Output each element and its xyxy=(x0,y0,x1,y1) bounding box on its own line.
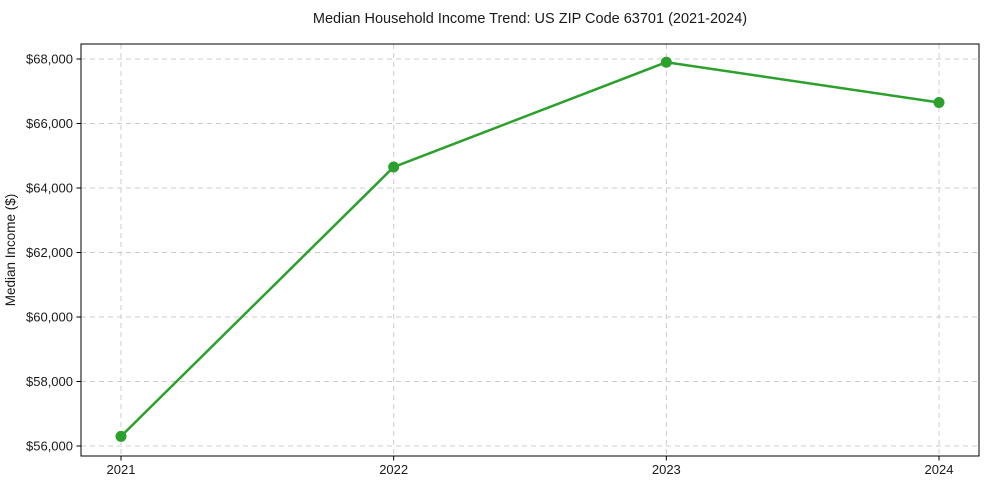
y-tick-label: $68,000 xyxy=(26,51,73,66)
trend-line-series xyxy=(115,56,945,442)
y-tick-label: $66,000 xyxy=(26,116,73,131)
x-tick-label: 2022 xyxy=(379,462,408,477)
chart-title: Median Household Income Trend: US ZIP Co… xyxy=(313,11,747,27)
data-point-2024 xyxy=(933,97,945,109)
plot-border xyxy=(80,43,980,457)
trend-line xyxy=(119,60,941,438)
x-tick-label: 2024 xyxy=(925,462,954,477)
axes: $56,000 $58,000 $60,000 $62,000 $64,000 $66,0… xyxy=(26,43,980,477)
y-tick-label: $58,000 xyxy=(26,374,73,389)
y-tick-label: $56,000 xyxy=(26,439,73,454)
data-point-2022 xyxy=(388,161,400,173)
y-tick-label: $62,000 xyxy=(26,245,73,260)
y-axis-label: Median Income ($) xyxy=(3,194,18,307)
y-tick-label: $60,000 xyxy=(26,310,73,325)
data-point-2021 xyxy=(115,430,127,442)
y-tick-label: $64,000 xyxy=(26,180,73,195)
x-tick-label: 2023 xyxy=(652,462,681,477)
gridlines xyxy=(81,44,979,456)
data-point-2023 xyxy=(660,56,672,68)
x-tick-label: 2021 xyxy=(107,462,136,477)
